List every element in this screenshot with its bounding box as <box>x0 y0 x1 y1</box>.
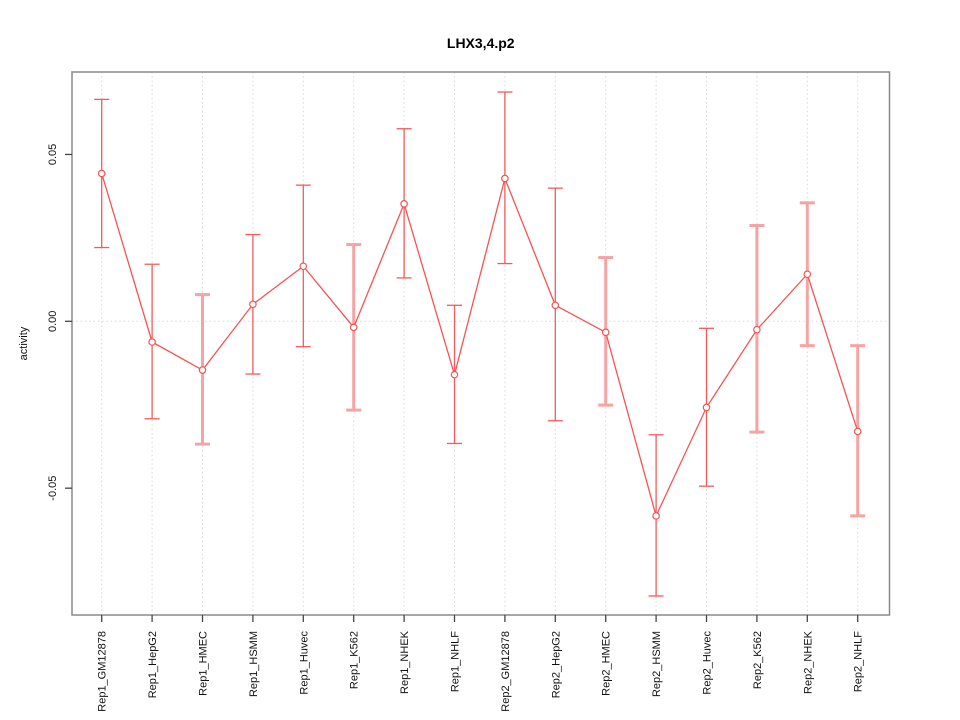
data-point <box>198 366 207 374</box>
plot-border <box>71 71 891 616</box>
x-tick-label: Rep2_HepG2 <box>550 631 562 698</box>
data-point <box>551 301 560 310</box>
x-tick-label: Rep2_K562 <box>752 631 764 689</box>
x-tick-label: Rep1_HepG2 <box>147 631 159 698</box>
x-tick-label: Rep2_HMEC <box>601 631 613 696</box>
x-tick-label: Rep2_GM12878 <box>500 631 512 712</box>
data-point <box>803 270 812 279</box>
axes: -0.05 0.00 0.05 Rep1_GM12878 Rep1_HepG2 Rep1_… <box>47 144 865 712</box>
x-tick-label: Rep1_NHLF <box>450 631 462 692</box>
data-point <box>148 338 156 346</box>
data-point <box>299 262 308 271</box>
gridlines <box>72 72 890 615</box>
x-tick-label: Rep2_NHLF <box>853 631 865 692</box>
data-point <box>400 200 408 208</box>
data-point <box>97 169 106 178</box>
x-tick-label: Rep2_NHEK <box>802 630 814 694</box>
chart-title: LHX3,4.p2 <box>447 35 515 51</box>
x-tick-label: Rep1_HMEC <box>198 631 210 696</box>
data-point <box>753 325 761 334</box>
data-point <box>249 300 257 309</box>
data-point <box>349 323 358 332</box>
data-point <box>853 427 862 436</box>
data-point <box>450 370 459 379</box>
x-tick-label: Rep1_NHEK <box>399 630 411 694</box>
x-tick-label: Rep2_Huvec <box>702 631 714 695</box>
y-tick-label: 0.00 <box>47 311 59 332</box>
x-tick-label: Rep1_GM12878 <box>97 631 109 712</box>
x-tick-label: Rep1_HSMM <box>248 631 260 697</box>
series-line <box>101 173 859 518</box>
y-tick-label: 0.05 <box>47 144 59 165</box>
data-point <box>652 512 660 520</box>
x-tick-label: Rep1_Huvec <box>298 631 310 695</box>
data-series <box>97 169 862 520</box>
data-point <box>501 174 509 183</box>
x-tick-label: Rep2_HSMM <box>651 631 663 697</box>
y-axis-label: activity <box>18 326 30 360</box>
data-point <box>601 328 610 337</box>
error-bars <box>94 91 866 597</box>
x-tick-label: Rep1_K562 <box>349 631 361 689</box>
data-point <box>702 403 711 412</box>
y-tick-label: -0.05 <box>47 476 59 501</box>
